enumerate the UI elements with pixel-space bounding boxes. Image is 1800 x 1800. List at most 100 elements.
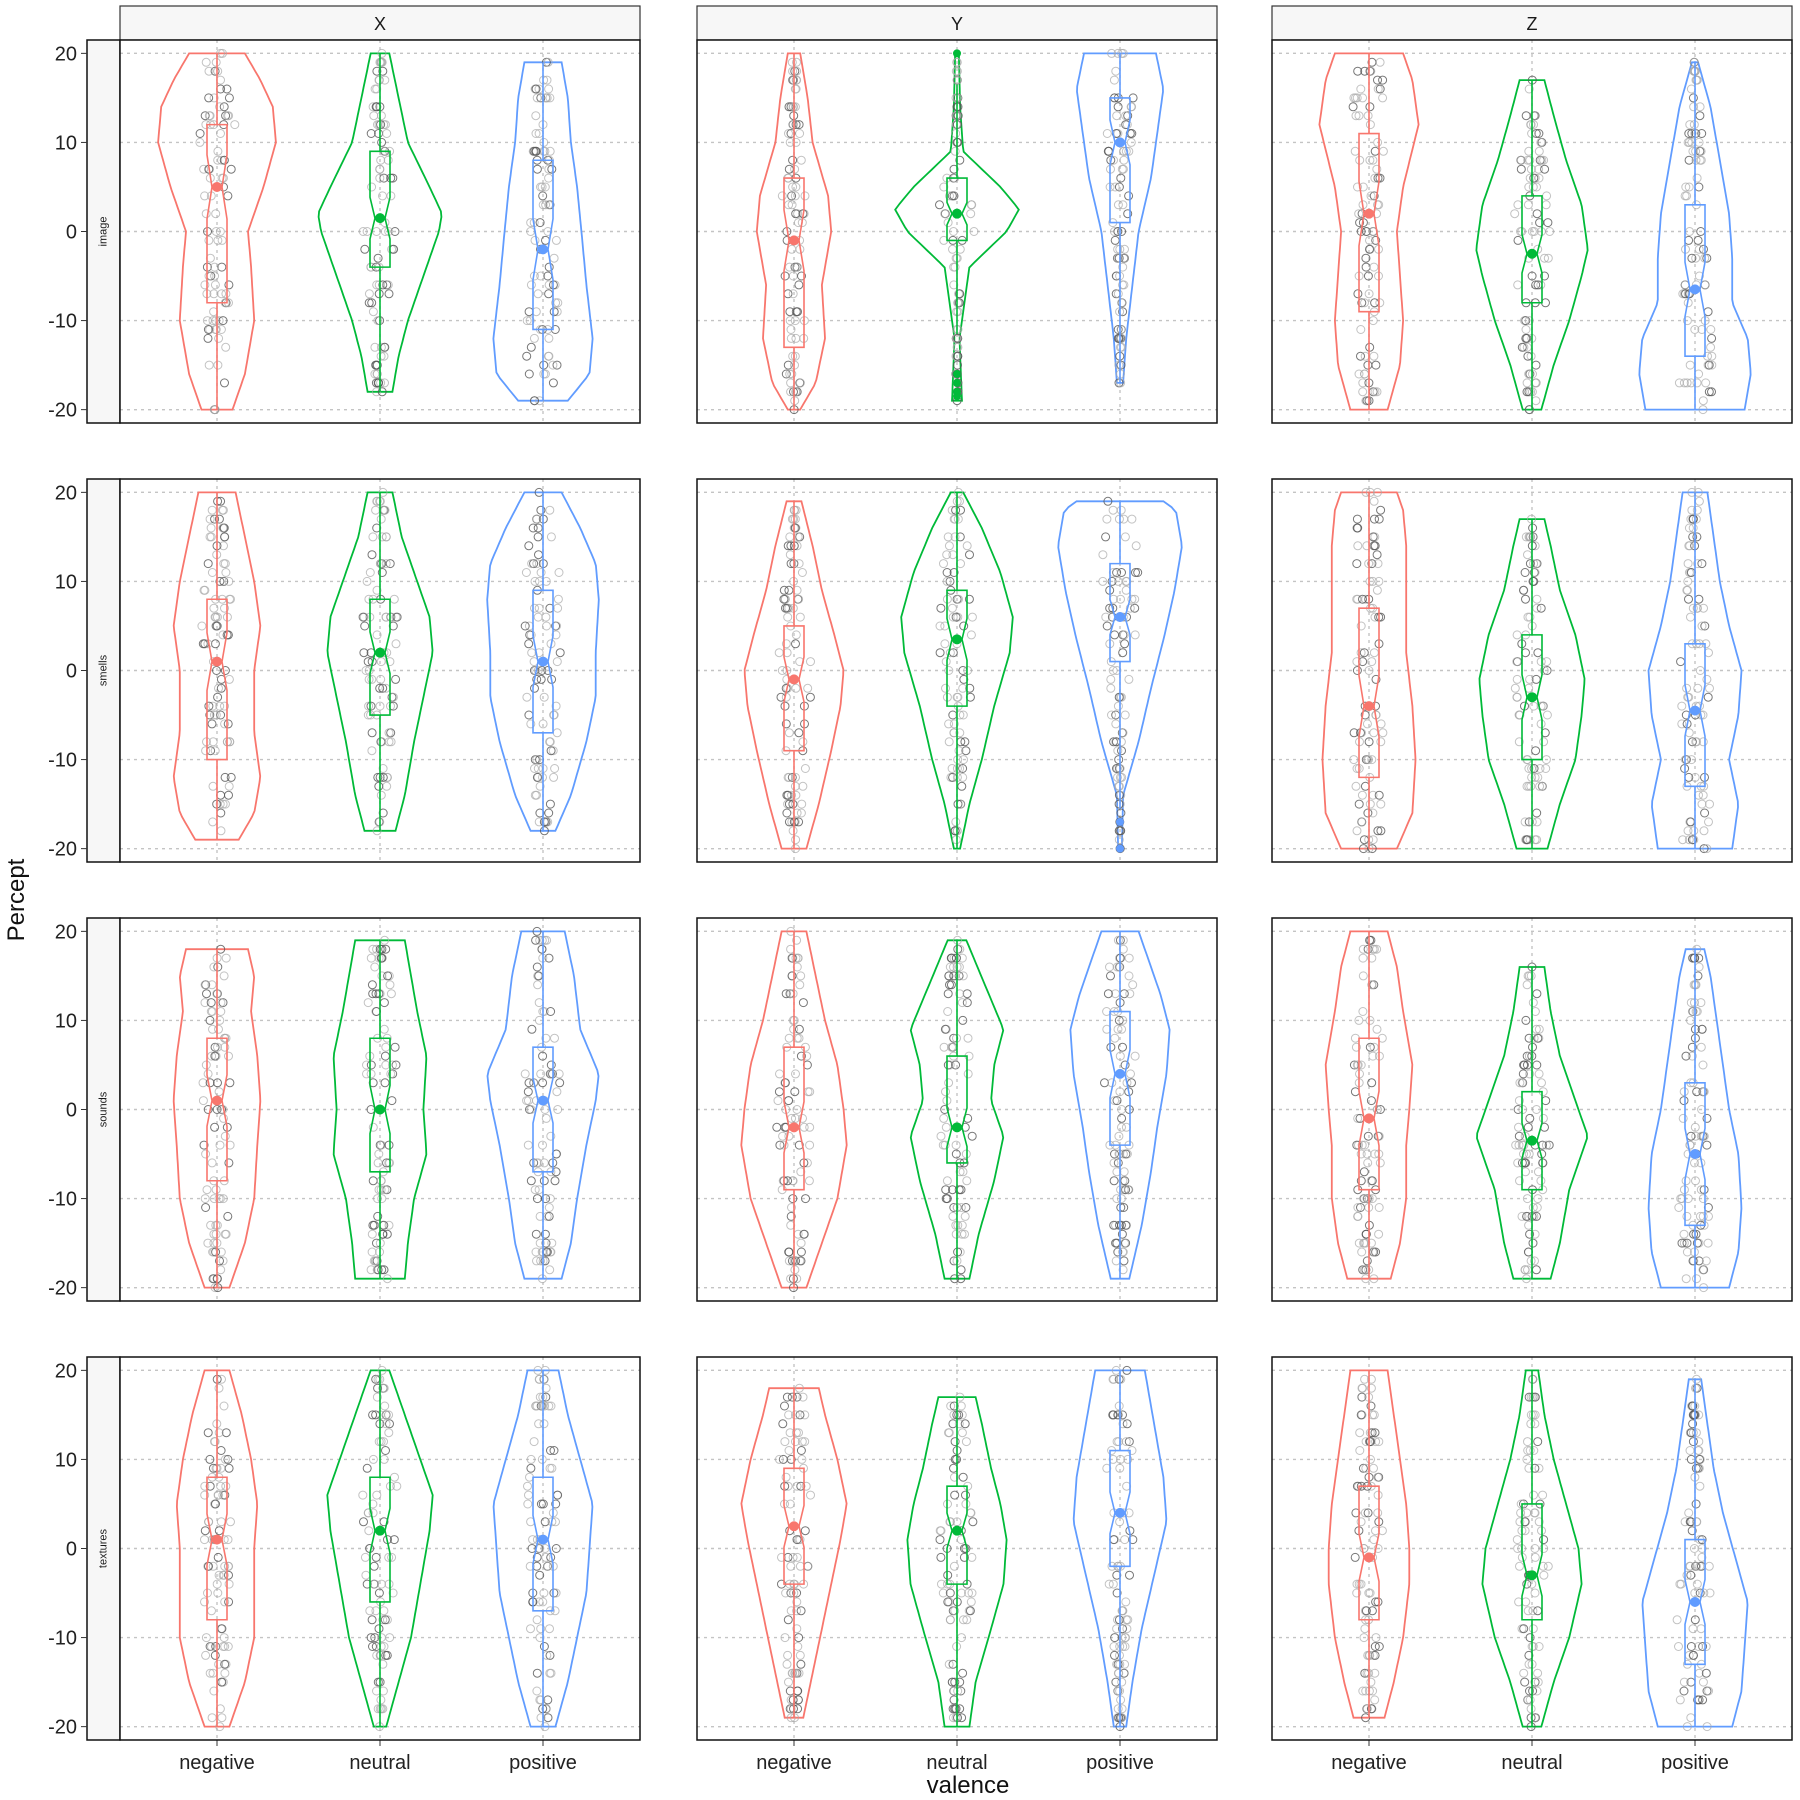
data-point xyxy=(520,621,530,631)
data-point xyxy=(790,1410,800,1420)
data-point xyxy=(949,191,959,201)
data-point xyxy=(784,728,794,738)
data-point xyxy=(1512,692,1522,702)
data-point xyxy=(373,378,383,388)
data-point xyxy=(1528,182,1538,192)
data-point xyxy=(1131,568,1140,577)
data-point xyxy=(532,962,542,972)
data-point xyxy=(1354,209,1364,219)
data-point xyxy=(784,1131,794,1141)
data-point xyxy=(365,1606,375,1616)
data-point xyxy=(555,648,565,658)
data-point xyxy=(534,603,544,613)
row-strip xyxy=(86,1356,121,1741)
data-point xyxy=(1369,351,1379,361)
data-point xyxy=(207,719,217,729)
data-point xyxy=(1370,1650,1380,1660)
data-point xyxy=(782,1392,792,1402)
data-point xyxy=(953,351,963,361)
data-point xyxy=(532,93,542,103)
data-point xyxy=(530,396,539,406)
data-point xyxy=(213,1078,222,1088)
data-point xyxy=(1117,1024,1127,1034)
data-point xyxy=(368,1220,378,1230)
data-point xyxy=(1364,737,1374,747)
panel-sounds-X xyxy=(119,917,641,1302)
data-point xyxy=(220,701,229,711)
data-point xyxy=(1362,1704,1372,1714)
data-point xyxy=(957,1410,967,1420)
data-point xyxy=(786,333,796,343)
data-point xyxy=(1677,701,1687,711)
data-point xyxy=(529,333,539,343)
data-point xyxy=(384,737,394,747)
data-point xyxy=(381,1419,391,1429)
data-point xyxy=(532,559,542,569)
data-point xyxy=(1692,1007,1702,1016)
data-point xyxy=(1690,772,1700,782)
data-point xyxy=(1524,146,1534,156)
data-point xyxy=(1544,1140,1554,1150)
data-point xyxy=(777,191,787,201)
data-point xyxy=(200,1481,210,1491)
data-point xyxy=(794,728,804,738)
data-point xyxy=(1535,764,1545,773)
data-point xyxy=(378,487,388,497)
data-point xyxy=(205,1454,215,1464)
data-point xyxy=(1688,532,1698,542)
data-point xyxy=(806,657,815,667)
data-point xyxy=(1521,316,1531,326)
data-point xyxy=(1536,603,1546,613)
data-point xyxy=(965,1606,975,1616)
x-tick-label: neutral xyxy=(349,1752,410,1774)
outlier-point xyxy=(953,378,961,387)
data-point xyxy=(1515,1561,1524,1571)
data-point xyxy=(1370,514,1379,524)
data-point xyxy=(385,980,395,990)
data-point xyxy=(1702,1140,1712,1150)
data-point xyxy=(1354,1015,1364,1025)
data-point xyxy=(552,360,562,370)
data-point xyxy=(1529,1033,1539,1043)
data-point xyxy=(787,1668,797,1678)
data-point xyxy=(210,746,220,756)
data-point xyxy=(223,1211,233,1221)
data-point xyxy=(967,1131,977,1141)
data-point xyxy=(1123,111,1133,121)
data-point xyxy=(1516,164,1526,174)
data-point xyxy=(366,953,376,963)
data-point xyxy=(377,48,387,58)
data-point xyxy=(213,1490,223,1500)
data-point xyxy=(523,1499,533,1509)
data-point xyxy=(957,1229,967,1239)
data-point xyxy=(534,1597,544,1607)
data-point xyxy=(958,1167,968,1177)
data-point xyxy=(1363,111,1373,121)
data-point xyxy=(539,1588,549,1598)
data-point xyxy=(220,1229,230,1239)
data-point xyxy=(1528,1238,1538,1248)
data-point xyxy=(218,505,228,515)
data-point xyxy=(539,1642,549,1651)
data-point xyxy=(958,1668,968,1678)
data-point xyxy=(1112,111,1122,121)
data-point xyxy=(1525,1446,1535,1455)
data-point xyxy=(546,1446,555,1455)
data-point xyxy=(218,316,228,326)
data-point xyxy=(1530,1677,1540,1687)
data-point xyxy=(376,1176,386,1186)
data-point xyxy=(1539,1535,1549,1545)
box-negative xyxy=(206,598,228,761)
data-point xyxy=(1118,1419,1128,1429)
data-point xyxy=(378,1659,388,1669)
data-point xyxy=(1349,728,1359,738)
data-point xyxy=(527,559,537,569)
data-point xyxy=(1352,1579,1362,1589)
data-point xyxy=(949,1401,959,1411)
x-tick-label: negative xyxy=(179,1752,255,1774)
data-point xyxy=(1688,514,1698,524)
data-point xyxy=(206,1220,216,1230)
data-point xyxy=(1366,1454,1375,1464)
data-point xyxy=(230,120,240,130)
data-point xyxy=(384,1220,394,1230)
